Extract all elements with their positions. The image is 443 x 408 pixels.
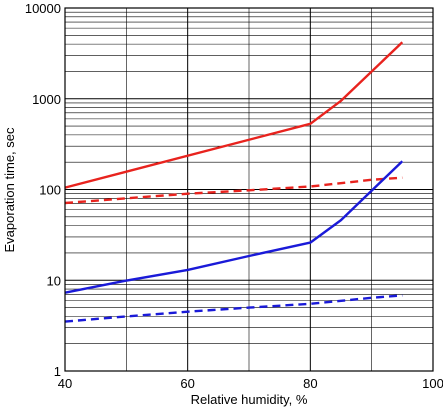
y-tick-label: 10000: [25, 1, 61, 16]
x-tick-labels: 40 60 80 100: [58, 376, 443, 391]
series-lines: [64, 41, 404, 323]
grid-lines: [64, 8, 434, 372]
y-tick-label: 1: [54, 364, 61, 379]
x-axis-label: Relative humidity, %: [191, 392, 308, 407]
series-line-4: [64, 294, 403, 323]
x-tick-label: 40: [58, 376, 72, 391]
x-tick-label: 100: [422, 376, 443, 391]
series-line-1: [64, 41, 404, 189]
series-line-2: [64, 176, 403, 205]
y-tick-label: 10: [47, 273, 61, 288]
x-tick-label: 60: [180, 376, 194, 391]
plot-frame: [64, 7, 434, 372]
series-line-3: [64, 160, 404, 294]
y-tick-label: 100: [39, 183, 61, 198]
y-axis-label: Evaporation time, sec: [2, 127, 17, 253]
y-tick-label: 1000: [32, 92, 61, 107]
y-tick-labels: 1 10 100 1000 10000: [25, 1, 61, 379]
x-tick-label: 80: [303, 376, 317, 391]
